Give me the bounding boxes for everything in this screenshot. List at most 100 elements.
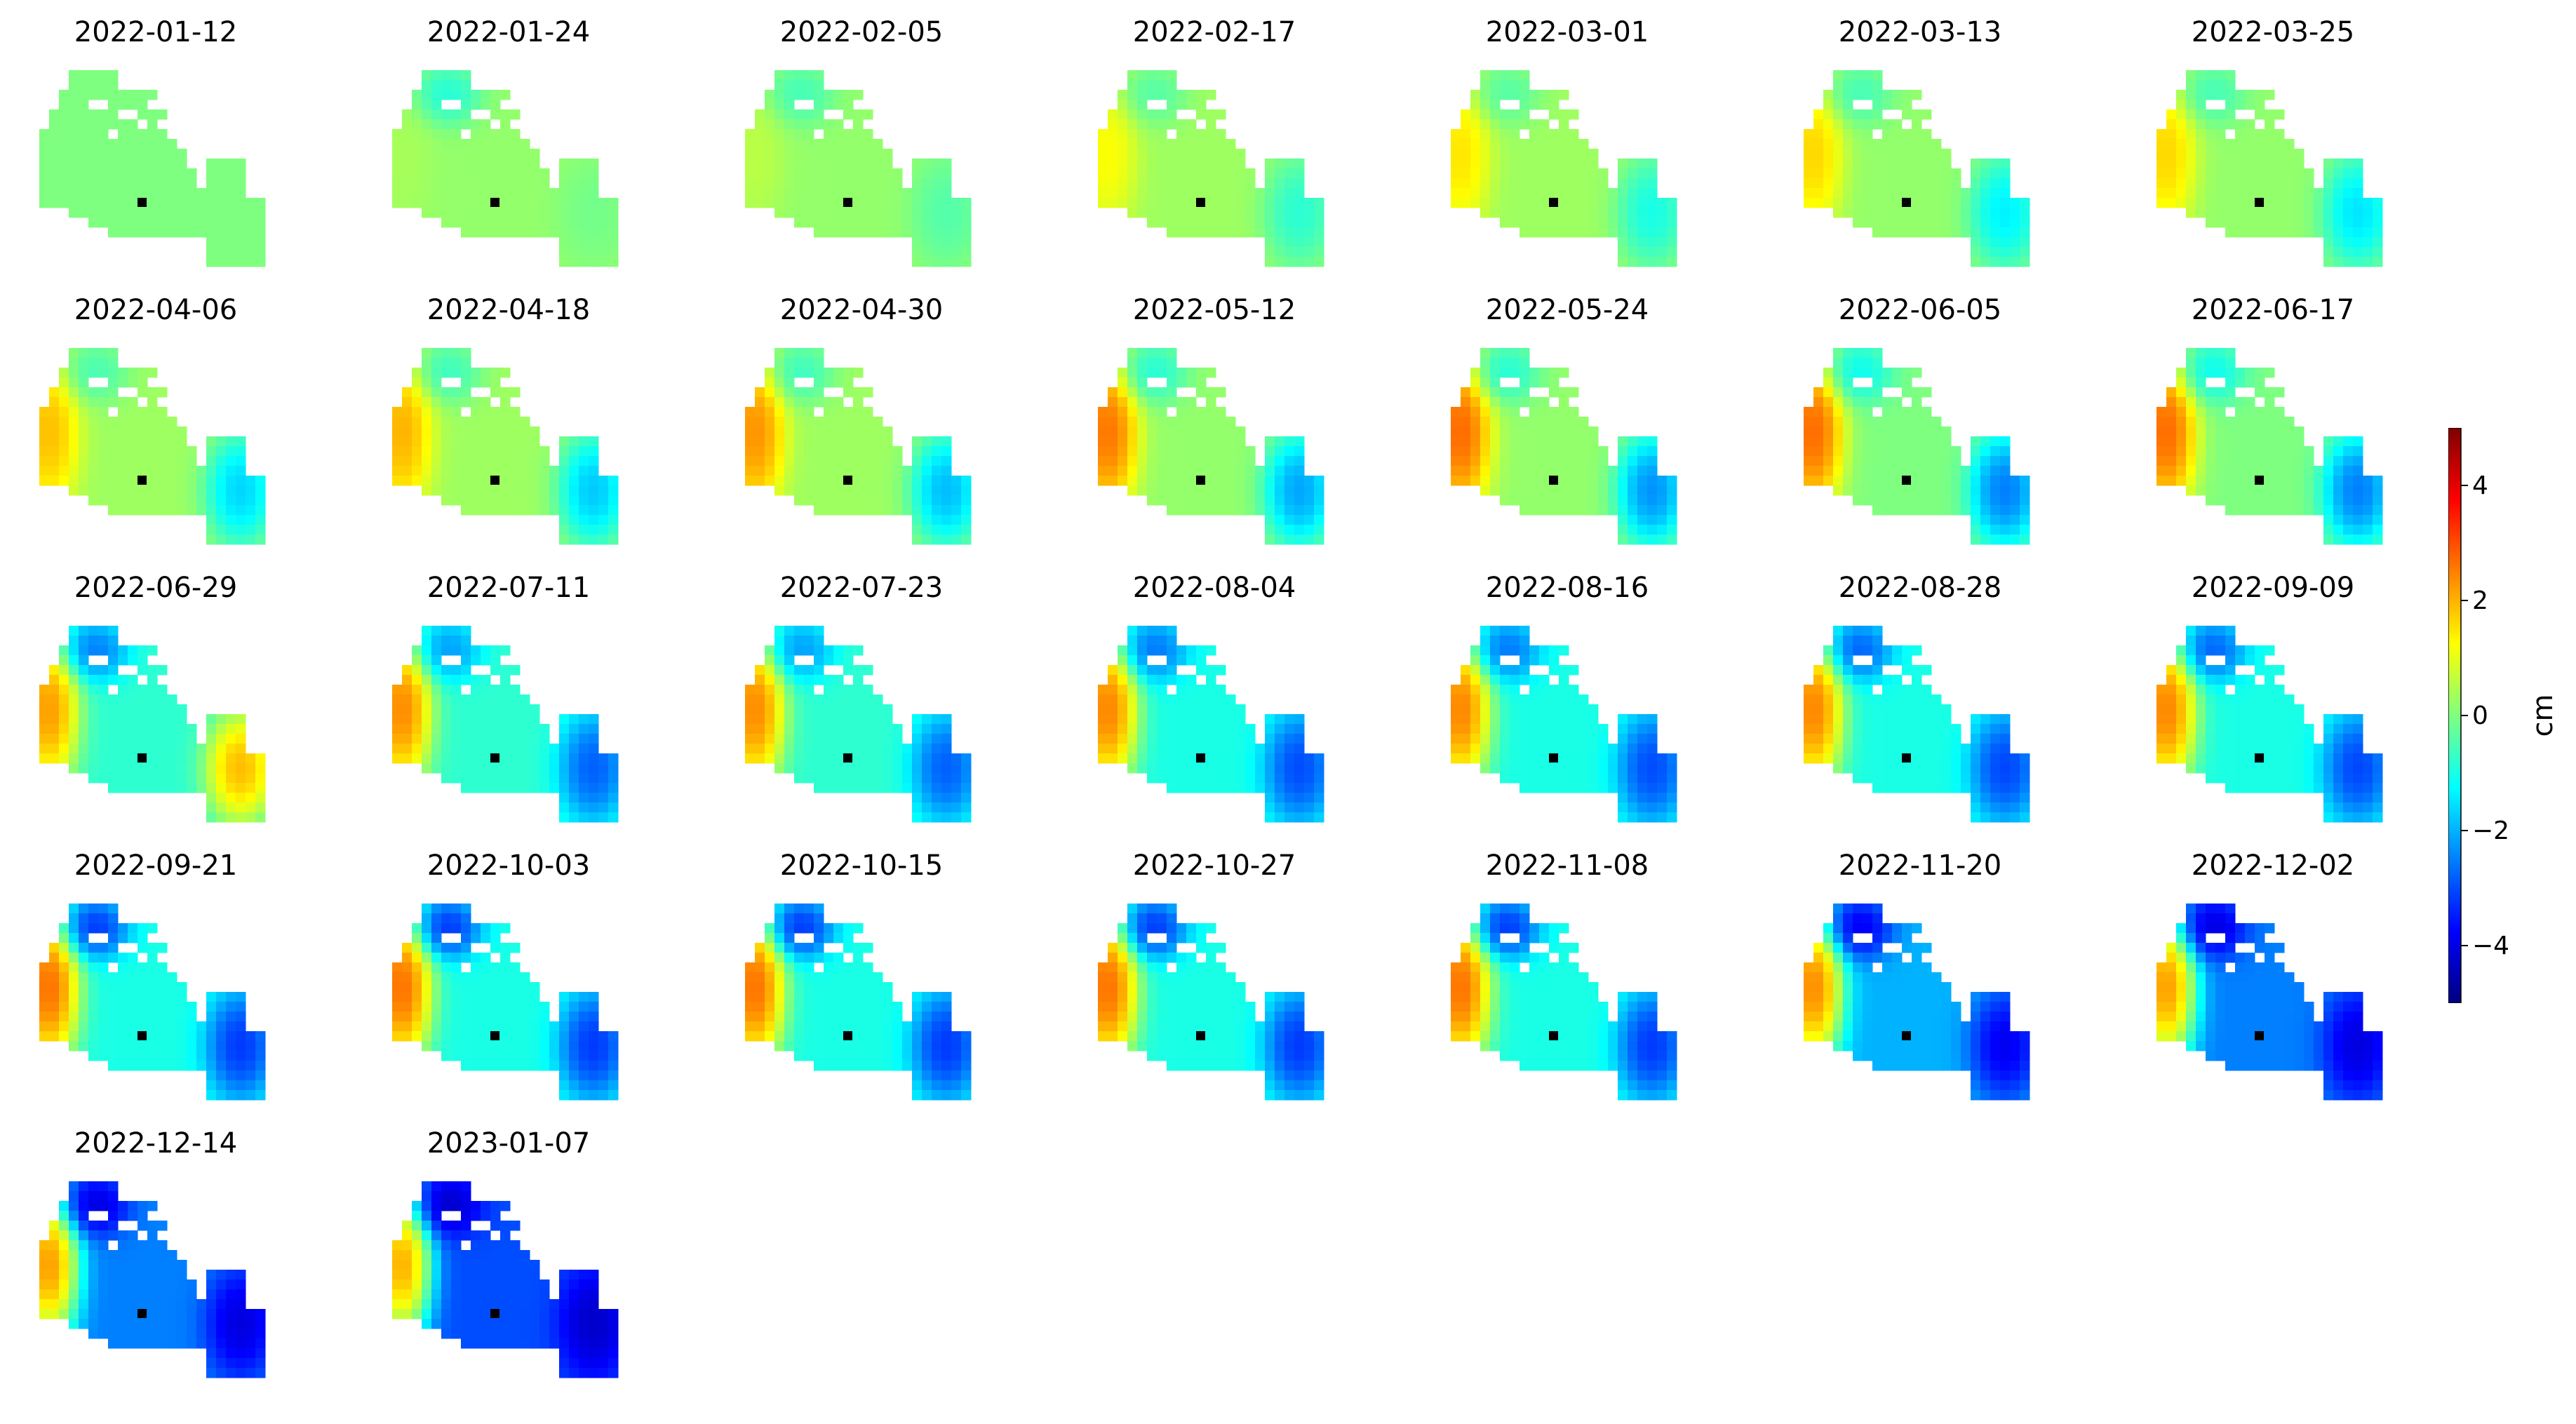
map-pixel: [157, 466, 168, 476]
map-pixel: [1872, 70, 1883, 81]
map-pixel: [765, 675, 775, 685]
map-pixel: [863, 505, 873, 516]
map-pixel: [843, 645, 854, 656]
map-pixel: [774, 466, 785, 476]
map-pixel: [1529, 426, 1540, 437]
map-pixel: [1882, 446, 1893, 457]
map-pixel: [520, 159, 530, 169]
map-pixel: [1559, 119, 1569, 130]
map-pixel: [608, 476, 619, 486]
map-pixel: [2323, 525, 2334, 535]
map-pixel: [2284, 198, 2295, 208]
map-pixel: [1265, 495, 1275, 506]
map-pixel: [402, 436, 412, 447]
map-pixel: [1529, 168, 1540, 179]
map-pixel: [1157, 714, 1167, 725]
map-pixel: [1500, 753, 1510, 764]
map-pixel: [1813, 149, 1824, 159]
map-pixel: [1628, 247, 1638, 257]
map-pixel: [1167, 139, 1177, 149]
map-pixel: [1559, 685, 1569, 695]
map-pixel: [402, 476, 412, 486]
map-pixel: [1539, 466, 1550, 476]
map-pixel: [1980, 227, 1991, 238]
map-pixel: [128, 368, 138, 378]
map-pixel: [1823, 426, 1834, 437]
map-pixel: [108, 80, 119, 90]
map-pixel: [1500, 466, 1510, 476]
map-pixel: [451, 636, 462, 646]
map-pixel: [59, 685, 69, 695]
map-pixel: [932, 446, 942, 457]
map-pixel: [1520, 456, 1530, 466]
map-pixel: [1951, 456, 1961, 466]
map-pixel: [912, 436, 923, 447]
map-pixel: [1539, 149, 1550, 159]
map-panel: 2022-08-04: [1060, 556, 1369, 833]
map-pixel: [1588, 436, 1599, 447]
reference-point-marker: [490, 198, 499, 207]
map-pixel: [814, 773, 824, 784]
map-pixel: [2000, 476, 2011, 486]
map-pixel: [461, 714, 471, 725]
map-pixel: [1265, 168, 1275, 179]
map-pixel: [1137, 753, 1148, 764]
map-pixel: [1804, 168, 1814, 179]
map-pixel: [1980, 505, 1991, 516]
map-pixel: [1098, 456, 1108, 466]
map-pixel: [1863, 387, 1873, 398]
map-pixel: [500, 227, 511, 238]
map-pixel: [481, 208, 491, 218]
map-pixel: [196, 495, 207, 506]
map-pixel: [2000, 257, 2011, 267]
map-pixel: [2186, 178, 2196, 189]
map-pixel: [1657, 198, 1668, 208]
map-pixel: [932, 485, 942, 496]
map-pixel: [137, 446, 148, 457]
map-pixel: [1520, 368, 1530, 378]
map-pixel: [49, 466, 60, 476]
map-pixel: [471, 407, 481, 417]
map-pixel: [539, 485, 550, 496]
map-pixel: [2010, 217, 2020, 228]
map-pixel: [1520, 109, 1530, 120]
map-pixel: [118, 753, 128, 764]
map-pixel: [932, 753, 942, 764]
map-pixel: [853, 694, 864, 705]
map-pixel: [579, 724, 589, 734]
map-pixel: [1971, 485, 1981, 496]
map-pixel: [441, 368, 452, 378]
map-pixel: [1176, 149, 1187, 159]
map-pixel: [1647, 227, 1658, 238]
map-panel: 2022-06-29: [1, 556, 310, 833]
map-pixel: [1520, 387, 1530, 398]
map-pixel: [1176, 139, 1187, 149]
map-pixel: [941, 495, 952, 506]
map-pixel: [1176, 188, 1187, 199]
map-pixel: [206, 734, 217, 744]
map-pixel: [2166, 476, 2177, 486]
map-pixel: [1275, 495, 1285, 506]
map-pixel: [1872, 119, 1883, 130]
map-pixel: [883, 456, 893, 466]
map-pixel: [98, 744, 109, 754]
map-pixel: [412, 397, 422, 408]
map-pixel: [1931, 168, 1942, 179]
map-pixel: [1961, 198, 1971, 208]
map-pixel: [843, 227, 854, 238]
map-pixel: [137, 685, 148, 695]
map-pixel: [2206, 70, 2216, 81]
map-pixel: [79, 694, 89, 705]
map-pixel: [1843, 168, 1853, 179]
map-pixel: [1108, 178, 1118, 189]
map-pixel: [451, 149, 462, 159]
map-pixel: [226, 456, 236, 466]
map-pixel: [1510, 636, 1520, 646]
map-pixel: [1912, 149, 1922, 159]
map-pixel: [589, 495, 599, 506]
map-pixel: [902, 217, 913, 228]
map-pixel: [765, 368, 775, 378]
map-pixel: [1490, 387, 1501, 398]
map-pixel: [2225, 466, 2236, 476]
map-pixel: [1118, 417, 1128, 427]
